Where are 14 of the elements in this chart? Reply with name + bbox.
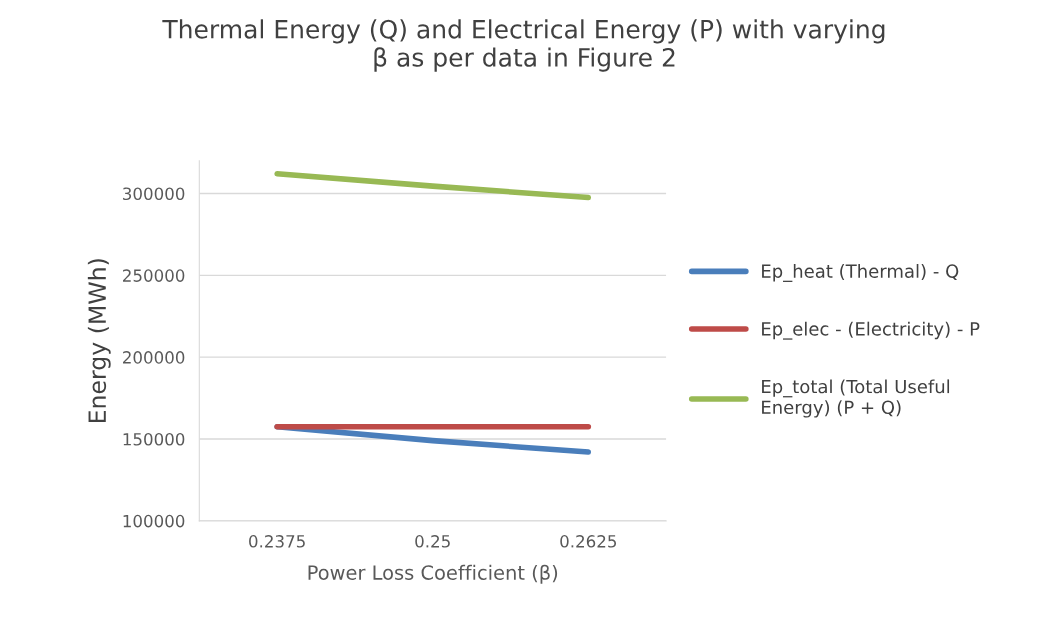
y-tick-label: 300000	[123, 187, 185, 201]
x-tick-label: 0.2375	[249, 535, 305, 548]
x-axis-title: Power Loss Coefficient (β)	[308, 564, 558, 584]
chart-title: Thermal Energy (Q) and Electrical Energy (P) with varying β as per data in Figure 2	[162, 19, 885, 72]
y-tick-label: 150000	[123, 432, 185, 446]
y-tick-label: 100000	[123, 514, 185, 528]
y-tick-label: 250000	[123, 269, 185, 282]
y-tick-label: 200000	[123, 351, 185, 364]
x-tick-label: 0.25	[415, 535, 450, 548]
x-tick-label: 0.2625	[560, 535, 617, 548]
y-axis-title: Energy (MWh)	[87, 259, 111, 423]
legend-label: Ep_heat (Thermal) - Q	[762, 263, 959, 282]
legend-label: Ep_total (Total Useful Energy) (P + Q)	[762, 379, 950, 418]
legend-label: Ep_elec - (Electricity) - P	[762, 321, 980, 340]
